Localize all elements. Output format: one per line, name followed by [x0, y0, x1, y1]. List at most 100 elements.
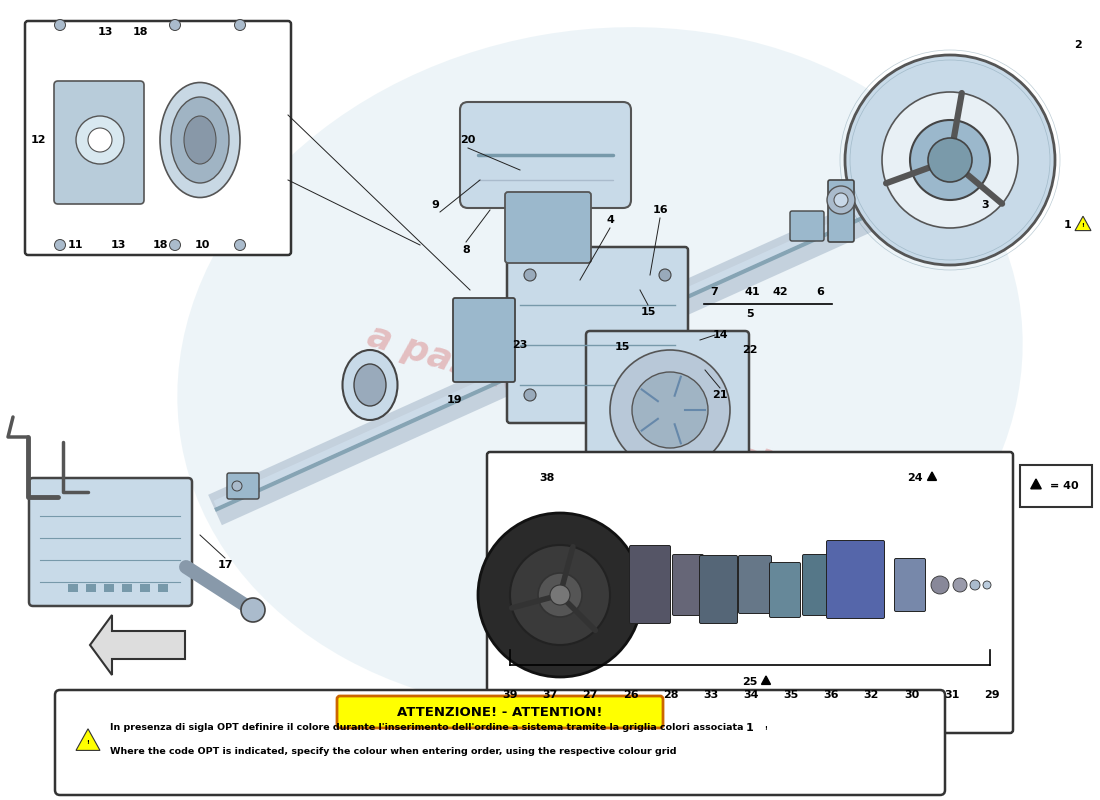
- Text: 23: 23: [513, 340, 528, 350]
- Circle shape: [241, 598, 265, 622]
- Circle shape: [834, 193, 848, 207]
- Circle shape: [524, 389, 536, 401]
- Polygon shape: [1031, 479, 1042, 489]
- Circle shape: [827, 186, 855, 214]
- Text: 5: 5: [746, 309, 754, 319]
- FancyBboxPatch shape: [54, 81, 144, 204]
- Ellipse shape: [170, 97, 229, 183]
- Text: 29: 29: [984, 690, 1000, 700]
- FancyBboxPatch shape: [507, 247, 688, 423]
- FancyBboxPatch shape: [790, 211, 824, 241]
- Text: 16: 16: [652, 205, 668, 215]
- Circle shape: [610, 350, 730, 470]
- FancyBboxPatch shape: [505, 192, 591, 263]
- Circle shape: [510, 545, 610, 645]
- FancyBboxPatch shape: [29, 478, 192, 606]
- FancyBboxPatch shape: [586, 331, 749, 509]
- Text: 14: 14: [712, 330, 728, 340]
- Text: 6: 6: [816, 287, 824, 297]
- FancyBboxPatch shape: [140, 584, 150, 592]
- Text: 39: 39: [503, 690, 518, 700]
- Text: 18: 18: [152, 240, 167, 250]
- Circle shape: [928, 138, 972, 182]
- Text: 27: 27: [583, 690, 598, 700]
- Circle shape: [169, 19, 180, 30]
- Circle shape: [983, 581, 991, 589]
- Polygon shape: [759, 720, 773, 733]
- Circle shape: [478, 513, 642, 677]
- Text: 1: 1: [1064, 220, 1071, 230]
- Text: 11: 11: [67, 240, 82, 250]
- FancyBboxPatch shape: [487, 452, 1013, 733]
- Text: parts: parts: [742, 499, 898, 551]
- FancyBboxPatch shape: [629, 546, 671, 623]
- Circle shape: [234, 19, 245, 30]
- Text: ATTENZIONE! - ATTENTION!: ATTENZIONE! - ATTENTION!: [397, 706, 603, 718]
- FancyBboxPatch shape: [770, 562, 801, 618]
- Text: 42: 42: [772, 287, 788, 297]
- Text: 4: 4: [606, 215, 614, 225]
- Text: 28: 28: [663, 690, 679, 700]
- Text: 8: 8: [462, 245, 470, 255]
- Text: 13: 13: [97, 27, 112, 37]
- FancyBboxPatch shape: [460, 102, 631, 208]
- FancyBboxPatch shape: [803, 554, 837, 615]
- Text: 9: 9: [431, 200, 439, 210]
- Text: 34: 34: [744, 690, 759, 700]
- Circle shape: [524, 269, 536, 281]
- Text: a passion for perfection: a passion for perfection: [363, 318, 837, 502]
- Text: 2: 2: [1074, 40, 1082, 50]
- Circle shape: [76, 116, 124, 164]
- Circle shape: [659, 269, 671, 281]
- Ellipse shape: [184, 116, 216, 164]
- Polygon shape: [90, 615, 185, 675]
- Text: 13: 13: [110, 240, 125, 250]
- FancyBboxPatch shape: [700, 555, 737, 623]
- FancyBboxPatch shape: [25, 21, 292, 255]
- Circle shape: [970, 580, 980, 590]
- Text: 24: 24: [908, 473, 923, 483]
- Text: !: !: [1081, 223, 1085, 228]
- Circle shape: [55, 19, 66, 30]
- Text: 17: 17: [218, 560, 233, 570]
- Text: 26: 26: [623, 690, 638, 700]
- Circle shape: [232, 481, 242, 491]
- FancyBboxPatch shape: [122, 584, 132, 592]
- FancyBboxPatch shape: [894, 558, 925, 611]
- Circle shape: [882, 92, 1018, 228]
- FancyBboxPatch shape: [55, 690, 945, 795]
- Text: 12: 12: [31, 135, 46, 145]
- FancyBboxPatch shape: [828, 180, 854, 242]
- Text: 20: 20: [460, 135, 475, 145]
- Text: 3: 3: [981, 200, 989, 210]
- Text: 1: 1: [746, 723, 754, 733]
- Text: !: !: [87, 740, 89, 745]
- FancyBboxPatch shape: [337, 696, 663, 728]
- FancyBboxPatch shape: [68, 584, 78, 592]
- Circle shape: [632, 372, 708, 448]
- Text: 33: 33: [703, 690, 718, 700]
- Text: 41: 41: [745, 287, 760, 297]
- Circle shape: [55, 239, 66, 250]
- Polygon shape: [761, 676, 770, 685]
- Text: 21: 21: [713, 390, 728, 400]
- FancyBboxPatch shape: [453, 298, 515, 382]
- Text: ellus: ellus: [750, 454, 890, 506]
- Text: 30: 30: [904, 690, 920, 700]
- Text: 15: 15: [640, 307, 656, 317]
- Text: 25: 25: [742, 677, 758, 687]
- Text: 36: 36: [824, 690, 839, 700]
- Text: 10: 10: [195, 240, 210, 250]
- Text: 22: 22: [742, 345, 758, 355]
- FancyBboxPatch shape: [672, 554, 704, 615]
- Text: 31: 31: [944, 690, 959, 700]
- Text: 35: 35: [783, 690, 799, 700]
- FancyBboxPatch shape: [826, 541, 884, 618]
- Polygon shape: [927, 472, 936, 480]
- FancyBboxPatch shape: [104, 584, 114, 592]
- Text: 37: 37: [542, 690, 558, 700]
- FancyBboxPatch shape: [738, 555, 771, 614]
- Ellipse shape: [177, 27, 1023, 713]
- Circle shape: [931, 576, 949, 594]
- Text: = 40: = 40: [1050, 481, 1079, 491]
